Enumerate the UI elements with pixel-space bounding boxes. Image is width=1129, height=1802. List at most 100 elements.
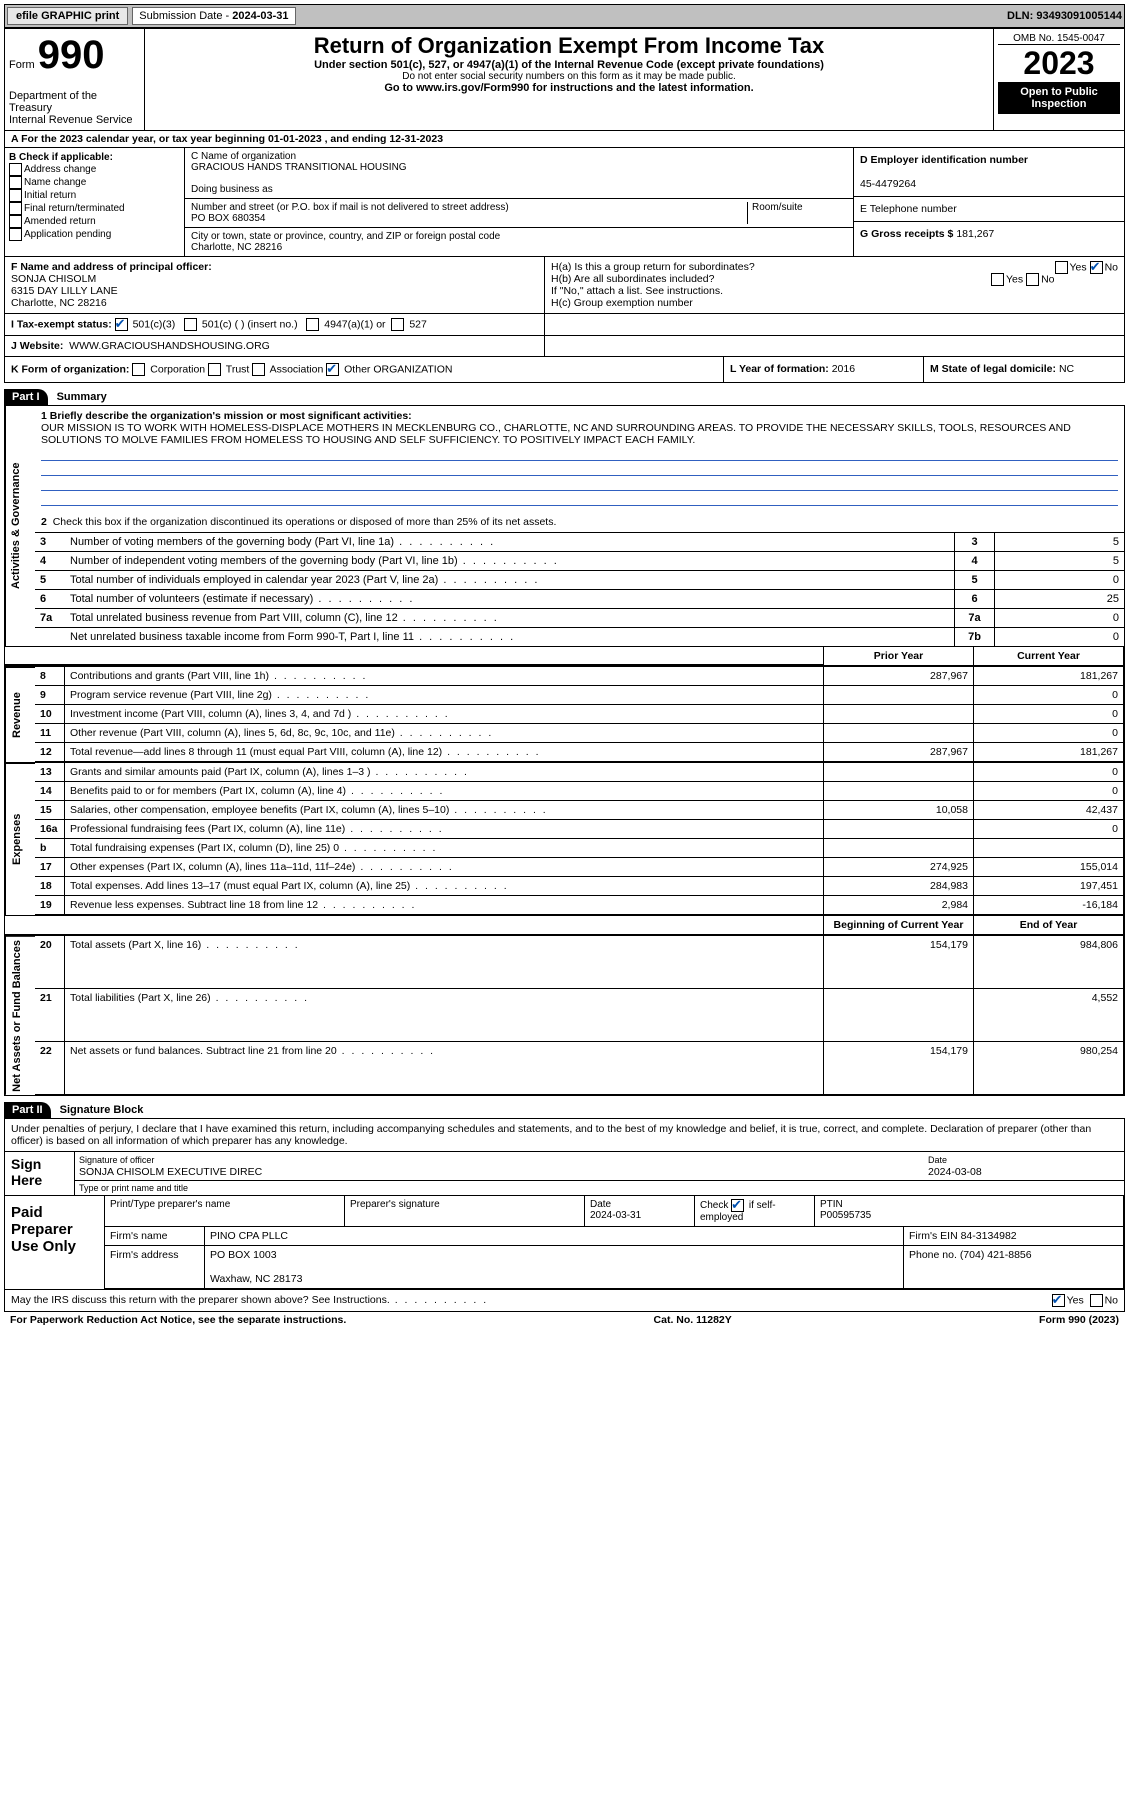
submission-label: Submission Date - <box>139 10 232 22</box>
prep-name-label: Print/Type preparer's name <box>105 1196 345 1227</box>
street-label: Number and street (or P.O. box if mail i… <box>191 202 509 213</box>
row-text: Net unrelated business taxable income fr… <box>65 628 954 646</box>
hb-no[interactable]: No <box>1041 273 1054 285</box>
end-year-hdr: End of Year <box>974 916 1124 935</box>
chk-name[interactable]: Name change <box>24 177 86 188</box>
q1: 1 Briefly describe the organization's mi… <box>35 406 1124 512</box>
501c3[interactable]: 501(c)(3) <box>133 318 176 330</box>
501c[interactable]: 501(c) ( ) (insert no.) <box>202 318 298 330</box>
k-corp[interactable]: Corporation <box>150 363 205 375</box>
form-ref: Form 990 (2023) <box>1039 1314 1119 1326</box>
curr-val: 0 <box>974 686 1124 705</box>
part2-title: Signature Block <box>54 1104 144 1116</box>
ha-yes[interactable]: Yes <box>1070 261 1087 273</box>
submission-date: 2024-03-31 <box>232 10 288 22</box>
org-name: GRACIOUS HANDS TRANSITIONAL HOUSING <box>191 162 407 173</box>
expense-grid: Expenses13Grants and similar amounts pai… <box>4 763 1125 916</box>
row-val: 0 <box>994 571 1124 589</box>
row-num: 4 <box>35 552 65 570</box>
beg-year-hdr: Beginning of Current Year <box>824 916 974 935</box>
name-label: C Name of organization <box>191 151 296 162</box>
part1-title: Summary <box>51 391 107 403</box>
line-text: Total assets (Part X, line 16) <box>65 936 824 989</box>
netassets-header: Beginning of Current Year End of Year <box>4 916 1125 936</box>
curr-val: 980,254 <box>974 1042 1124 1095</box>
discuss-yes[interactable]: Yes <box>1067 1294 1084 1306</box>
col-c: C Name of organization GRACIOUS HANDS TR… <box>185 148 854 256</box>
row-text: Total number of individuals employed in … <box>65 571 954 589</box>
firm-addr1: PO BOX 1003 <box>210 1249 277 1261</box>
row-text: Total unrelated business revenue from Pa… <box>65 609 954 627</box>
hb-note: If "No," attach a list. See instructions… <box>551 285 723 297</box>
discuss-no[interactable]: No <box>1105 1294 1118 1306</box>
4947[interactable]: 4947(a)(1) or <box>324 318 385 330</box>
firm-phone: (704) 421-8856 <box>960 1249 1032 1261</box>
state-domicile: NC <box>1059 363 1074 375</box>
line-num: 15 <box>35 801 65 820</box>
discuss-row: May the IRS discuss this return with the… <box>4 1290 1125 1312</box>
row-val: 0 <box>994 628 1124 646</box>
goto-link[interactable]: Go to www.irs.gov/Form990 for instructio… <box>149 82 989 94</box>
curr-val: 984,806 <box>974 936 1124 989</box>
row-num <box>35 628 65 646</box>
k-trust[interactable]: Trust <box>226 363 250 375</box>
line-text: Revenue less expenses. Subtract line 18 … <box>65 896 824 915</box>
527[interactable]: 527 <box>409 318 427 330</box>
revenue-grid: Revenue8Contributions and grants (Part V… <box>4 667 1125 763</box>
ssn-warning: Do not enter social security numbers on … <box>149 71 989 82</box>
row-box: 6 <box>954 590 994 608</box>
chk-address[interactable]: Address change <box>24 164 96 175</box>
k-assoc[interactable]: Association <box>270 363 324 375</box>
firm-ein-label: Firm's EIN <box>909 1230 958 1242</box>
chk-final[interactable]: Final return/terminated <box>24 203 125 214</box>
website-val[interactable]: WWW.GRACIOUSHANDSHOUSING.ORG <box>69 340 270 352</box>
summary-top: Activities & Governance 1 Briefly descri… <box>4 406 1125 647</box>
prep-check-label: Check if self-employed <box>700 1200 776 1223</box>
officer-label: F Name and address of principal officer: <box>11 261 212 273</box>
ha-no[interactable]: No <box>1105 261 1118 273</box>
perjury-text: Under penalties of perjury, I declare th… <box>4 1119 1125 1152</box>
line-num: 20 <box>35 936 65 989</box>
row-i: I Tax-exempt status: 501(c)(3) 501(c) ( … <box>4 314 1125 336</box>
curr-val: 0 <box>974 705 1124 724</box>
ptin-val: P00595735 <box>820 1210 871 1221</box>
prior-val <box>824 839 974 858</box>
prep-date-label: Date <box>590 1199 611 1210</box>
line-num: 9 <box>35 686 65 705</box>
chk-amended[interactable]: Amended return <box>24 216 96 227</box>
line-num: 8 <box>35 667 65 686</box>
line-text: Total liabilities (Part X, line 26) <box>65 989 824 1042</box>
prior-val <box>824 763 974 782</box>
room-label: Room/suite <box>747 202 847 224</box>
k-other[interactable]: Other <box>344 363 370 375</box>
paperwork-notice: For Paperwork Reduction Act Notice, see … <box>10 1314 346 1326</box>
prior-val: 154,179 <box>824 1042 974 1095</box>
ein-label: D Employer identification number <box>860 154 1028 166</box>
form-title: Return of Organization Exempt From Incom… <box>149 33 989 59</box>
chk-initial[interactable]: Initial return <box>24 190 76 201</box>
open-public: Open to Public Inspection <box>998 82 1120 114</box>
prior-val <box>824 989 974 1042</box>
row-num: 7a <box>35 609 65 627</box>
side-governance: Activities & Governance <box>5 406 35 646</box>
irs-label: Internal Revenue Service <box>9 114 133 126</box>
row-num: 3 <box>35 533 65 551</box>
part2-header: Part II <box>4 1102 51 1118</box>
form-subtitle: Under section 501(c), 527, or 4947(a)(1)… <box>149 59 989 71</box>
prior-val <box>824 820 974 839</box>
chk-pending[interactable]: Application pending <box>24 229 111 240</box>
revenue-header: Prior Year Current Year <box>4 647 1125 667</box>
line-text: Grants and similar amounts paid (Part IX… <box>65 763 824 782</box>
efile-button[interactable]: efile GRAPHIC print <box>7 7 128 25</box>
prep-date: 2024-03-31 <box>590 1210 641 1221</box>
k-other-val: ORGANIZATION <box>373 363 452 375</box>
row-box: 5 <box>954 571 994 589</box>
q2: 2 Check this box if the organization dis… <box>35 512 1124 532</box>
hb-yes[interactable]: Yes <box>1006 273 1023 285</box>
hc-label: H(c) Group exemption number <box>551 297 693 309</box>
footer: For Paperwork Reduction Act Notice, see … <box>4 1312 1125 1328</box>
form-header: Form 990 Department of the Treasury Inte… <box>4 28 1125 131</box>
prior-val: 287,967 <box>824 667 974 686</box>
ptin-label: PTIN <box>820 1199 843 1210</box>
line-num: 16a <box>35 820 65 839</box>
